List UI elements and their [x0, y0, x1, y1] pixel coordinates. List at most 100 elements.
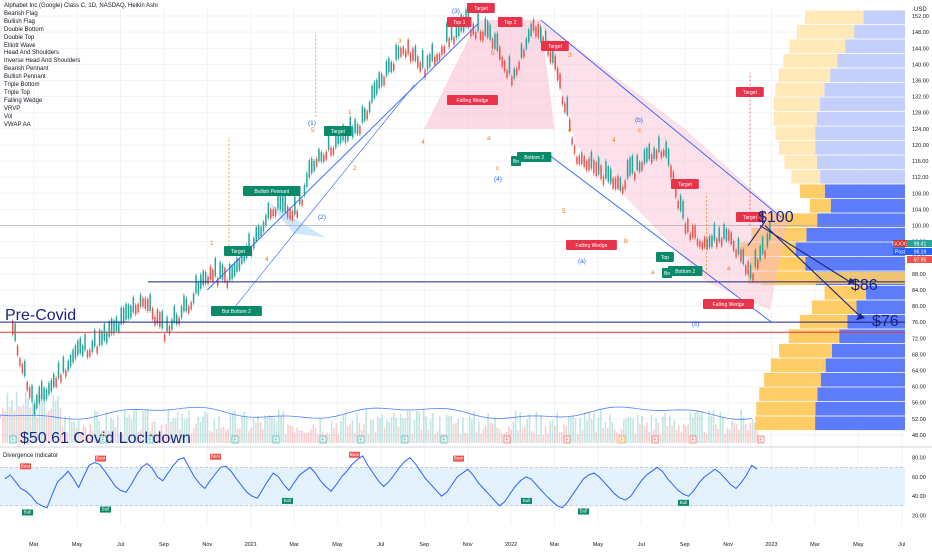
volume-bar [650, 414, 653, 443]
candle [366, 111, 368, 120]
candle [38, 386, 41, 404]
candle [513, 68, 516, 79]
candle [48, 382, 50, 395]
candle [277, 190, 279, 209]
volume-bar [742, 416, 745, 443]
ytick-label: 104.00 [912, 207, 929, 213]
candle [156, 309, 159, 324]
volume-bar [298, 430, 301, 443]
candle [617, 175, 619, 190]
volume-bar [264, 415, 266, 443]
tag-symbol: GOOG [892, 241, 908, 247]
volume-bar [335, 423, 338, 443]
candle [523, 49, 525, 58]
vp-blue-bar [863, 10, 905, 25]
volume-bar [181, 413, 183, 443]
earnings-marker-box [146, 435, 154, 444]
volume-bar [41, 397, 43, 443]
candle [380, 73, 383, 87]
candle [458, 23, 460, 37]
volume-bar [581, 429, 584, 443]
div-bull-label: Bull [580, 509, 588, 514]
volume-bar [542, 434, 545, 443]
volume-bar [708, 410, 710, 443]
candle [371, 85, 373, 103]
volume-bar [160, 424, 163, 443]
volume-bar [209, 430, 211, 443]
xtick-label: Nov [723, 542, 733, 548]
volume-bar [54, 400, 57, 443]
volume-bar [11, 399, 13, 443]
candle [650, 154, 653, 163]
volume-bar [669, 415, 671, 443]
volume-bar [627, 416, 630, 443]
candle [660, 151, 663, 158]
xtick-label: 2021 [245, 542, 257, 548]
vp-yellow-bar [775, 82, 825, 97]
ytick-label: 64.00 [912, 369, 926, 375]
volume-bar [144, 410, 147, 443]
ytick-label: 136.00 [912, 79, 929, 85]
ytick-label: 152.00 [912, 14, 929, 20]
volume-bar [257, 415, 259, 443]
candle [571, 138, 573, 145]
volume-bar [744, 423, 747, 443]
candle [614, 178, 617, 190]
volume-bar [29, 407, 32, 443]
candle [77, 340, 79, 355]
volume-bar [337, 434, 340, 443]
earnings-marker-box [563, 435, 571, 444]
label-top-2: Top 2 [504, 20, 516, 26]
indicator-11: Falling Wedge [4, 97, 43, 104]
pattern-bullish-pennant [266, 201, 326, 238]
xtick-label: Jul [898, 542, 905, 548]
wave-w3p: (3) [452, 8, 460, 15]
volume-bar [639, 423, 641, 443]
vp-yellow-bar [759, 387, 818, 402]
volume-bar [351, 420, 354, 443]
candle [373, 81, 376, 98]
candle [518, 61, 520, 70]
volume-bar [36, 416, 39, 443]
label-top-2-bg [498, 17, 523, 27]
candle [190, 302, 192, 310]
label-target-r4-bg [736, 212, 764, 222]
candle [45, 389, 48, 400]
wave-wC: c [638, 127, 642, 134]
candle [79, 338, 82, 354]
vp-blue-bar [830, 198, 905, 213]
label-target-r3: Target [678, 182, 693, 188]
volume-bar [452, 424, 455, 443]
label-bottom-2-bg [517, 152, 552, 162]
volume-bar [255, 422, 257, 443]
vp-blue-bar [819, 97, 905, 112]
candle [525, 38, 528, 49]
candle [197, 282, 200, 295]
earnings-marker: E [359, 438, 363, 444]
candle [482, 31, 484, 41]
volume-bar [489, 422, 492, 443]
candle [361, 106, 364, 123]
vp-blue-bar [820, 169, 905, 184]
candle [351, 126, 354, 138]
vp-yellow-bar [751, 227, 807, 242]
volume-bar [563, 423, 565, 443]
volume-bar [556, 412, 558, 443]
volume-bar [547, 433, 549, 443]
candle [272, 209, 274, 217]
arrowhead-86 [848, 277, 856, 285]
label-bullish-pennant-bg [243, 186, 301, 196]
candle [289, 208, 291, 220]
wave-wCp: (c) [692, 321, 700, 328]
label-bo-bg [511, 156, 521, 166]
label-target-r3-bg [671, 179, 699, 189]
downtrend-upper [540, 19, 782, 218]
volume-bar [386, 419, 388, 443]
volume-bar [305, 432, 308, 443]
vp-yellow-bar [756, 401, 816, 416]
candle [701, 242, 704, 249]
candle [641, 162, 643, 171]
label-falling-wedge-1-bg [447, 95, 498, 105]
earnings-marker: E [321, 438, 325, 444]
